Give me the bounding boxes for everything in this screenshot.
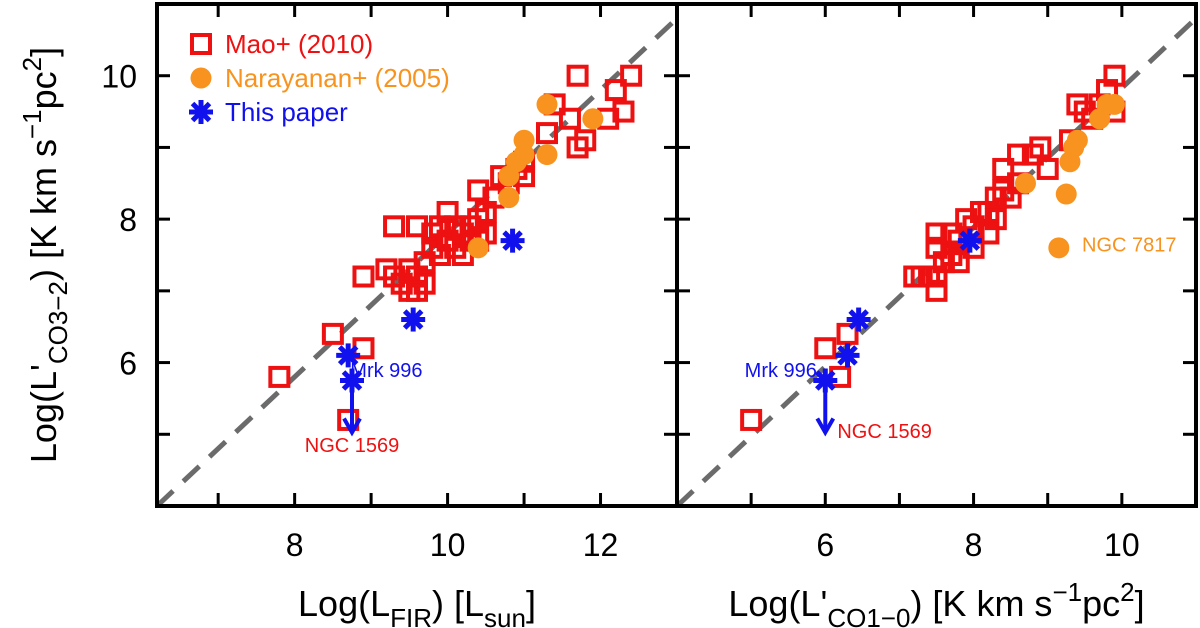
mao-point	[574, 129, 597, 152]
this-paper-point	[835, 343, 860, 368]
panel-right: Mrk 996 NGC 1569 NGC 7817 6 8 10 Log(L'CO1−0) …	[675, 2, 1198, 628]
x-tick-label: 10	[430, 527, 466, 563]
mao-point	[383, 215, 406, 238]
narayanan-point	[513, 129, 535, 151]
annotation-label: Mrk 996	[350, 360, 422, 382]
narayanan-point	[536, 144, 558, 166]
legend-marker	[190, 67, 212, 89]
this-paper-point	[340, 368, 364, 393]
annotation-label: NGC 7817	[1082, 234, 1177, 256]
legend-entry-this-paper: This paper	[189, 97, 348, 127]
y-tick-label: 10	[101, 59, 137, 95]
narayanan-point	[1103, 93, 1125, 115]
mao-point	[740, 408, 763, 431]
this-paper-point	[401, 307, 426, 332]
x-tick-label: 8	[965, 527, 983, 563]
this-paper-point	[957, 228, 982, 253]
annotation-label: NGC 1569	[305, 435, 400, 457]
plot-area	[157, 16, 677, 506]
mao-point	[1103, 64, 1126, 87]
mao-point	[947, 251, 970, 274]
mao-point	[992, 157, 1015, 180]
x-tick-label: 10	[1104, 527, 1140, 563]
narayanan-point	[582, 108, 604, 130]
narayanan-point	[498, 187, 520, 209]
mao-point	[925, 279, 948, 302]
narayanan-point	[536, 93, 558, 115]
mao-point	[1036, 157, 1059, 180]
narayanan-point	[1014, 172, 1036, 194]
mao-point	[604, 79, 627, 102]
mao-point	[268, 365, 291, 388]
y-tick-label: 8	[119, 202, 137, 238]
annotation-label: NGC 1569	[837, 421, 932, 443]
x-tick-label: 8	[286, 527, 304, 563]
legend: Mao+ (2010) Narayanan+ (2005) This paper	[189, 29, 450, 127]
mao-point	[612, 100, 635, 123]
panel-frame	[675, 2, 1198, 508]
narayanan-point	[1055, 183, 1077, 205]
upper-limit-arrow	[815, 392, 836, 437]
plot-area	[677, 16, 1196, 506]
narayanan-point	[467, 237, 489, 259]
y-axis-title: Log(L'CO3−2) [K km s−1pc2]	[17, 47, 73, 463]
mao-point	[1029, 136, 1052, 159]
legend-marker	[189, 100, 213, 124]
x-axis-title: Log(LFIR) [Lsun]	[298, 583, 536, 628]
this-paper-point	[500, 228, 525, 253]
narayanan-point	[1066, 129, 1088, 151]
x-tick-label: 6	[816, 527, 834, 563]
panel-left: Mrk 996 NGC 1569 8 10 12 6 8 10 Log(LFIR) [Lsun]	[101, 2, 679, 628]
upper-limit-arrow	[342, 392, 362, 437]
legend-entry-mao: Mao+ (2010)	[190, 29, 373, 59]
mao-point	[566, 64, 589, 87]
y-axis-title-text: Log(L'CO3−2) [K km s−1pc2]	[17, 47, 73, 463]
mao-point	[925, 222, 948, 245]
mao-point	[536, 122, 558, 145]
mao-point	[1007, 143, 1030, 166]
fit-line	[157, 16, 677, 506]
mao-point	[814, 337, 837, 360]
mao-point	[620, 64, 643, 87]
mao-point	[836, 322, 859, 345]
legend-entry-narayanan: Narayanan+ (2005)	[190, 63, 450, 93]
mao-point	[829, 365, 852, 388]
mao-point	[558, 107, 581, 130]
mao-point	[984, 208, 1007, 231]
mao-point	[321, 322, 344, 345]
legend-marker	[190, 33, 212, 55]
legend-label: Mao+ (2010)	[225, 29, 373, 59]
this-paper-point	[336, 343, 361, 368]
legend-label: This paper	[225, 97, 348, 127]
legend-label: Narayanan+ (2005)	[225, 63, 450, 93]
x-axis-title: Log(L'CO1−0) [K km s−1pc2]	[728, 577, 1144, 628]
this-paper-point	[846, 307, 871, 332]
annotation-label: Mrk 996	[745, 360, 817, 382]
mao-point	[352, 265, 375, 288]
narayanan-point	[1048, 237, 1070, 259]
y-tick-label: 6	[119, 346, 137, 382]
x-tick-label: 12	[583, 527, 619, 563]
this-paper-point	[813, 368, 838, 393]
